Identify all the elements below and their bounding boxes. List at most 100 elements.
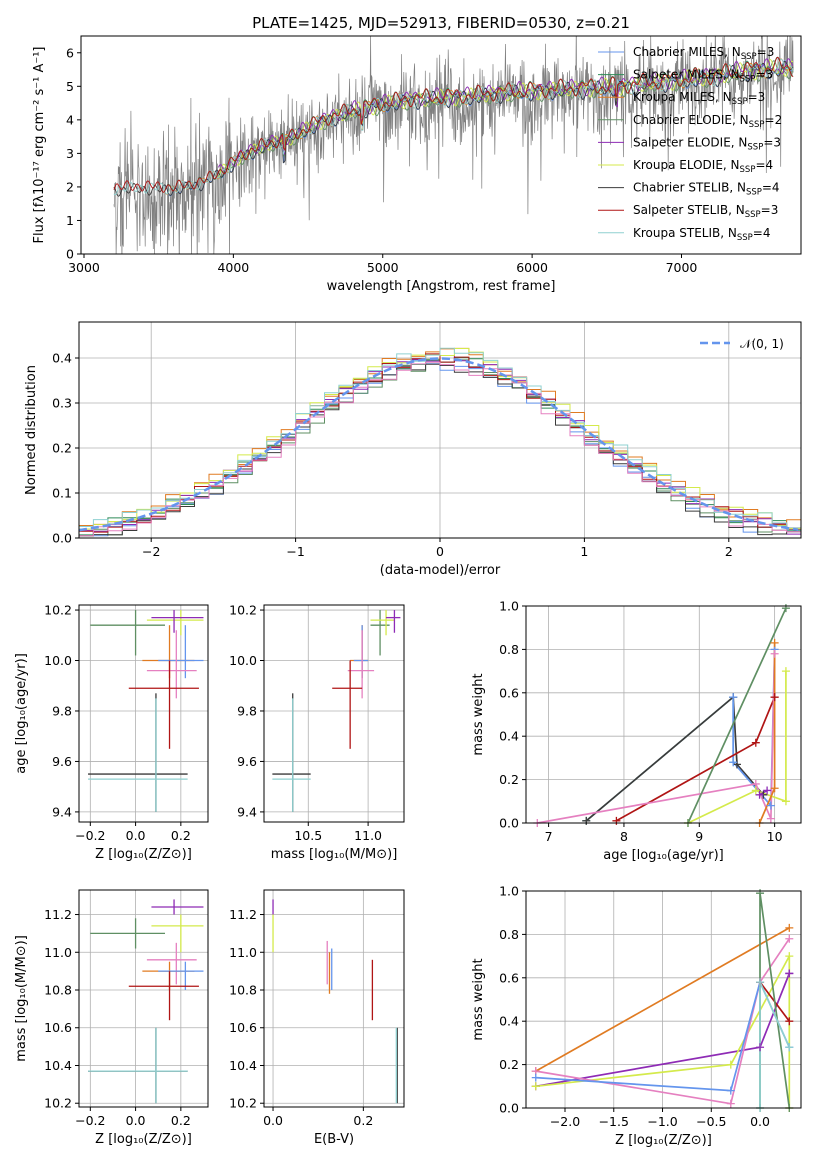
weight_vs_z-ytick-label: 0.2 (499, 1057, 519, 1072)
legend-entry-sub: SSP (737, 233, 753, 243)
weight-marker-chabrier_miles (729, 693, 738, 702)
weight_vs_age-xtick-label: 8 (620, 829, 628, 844)
legend-entry-name: Salpeter ELODIE, N (633, 135, 747, 149)
weight-marker-kroupa_elodie (785, 952, 794, 961)
legend-entry-name: Kroupa MILES, N (633, 90, 732, 104)
mass_vs_z-frame (78, 889, 209, 1108)
weight_vs_z-xtick-label: −1.0 (647, 1114, 677, 1129)
age_vs_z-ylabel: age [log₁₀(age/yr)] (14, 653, 29, 774)
weight_vs_z-xtick-label: −0.5 (696, 1114, 726, 1129)
weight-marker-kroupa_elodie (781, 797, 790, 806)
weight-marker-chabrier_miles (729, 758, 738, 767)
weight-marker-salpeter_stelib (751, 738, 760, 747)
weight-line-chabrier_miles (732, 649, 776, 808)
residuals-ytick-label: 0.4 (52, 351, 72, 366)
residuals-xtick-label: −2 (142, 544, 160, 559)
legend-entry: Chabrier ELODIE, NSSP=2 (633, 113, 782, 130)
residuals-xtick-label: −1 (286, 544, 304, 559)
spectrum-model-salpeter_stelib (113, 56, 794, 193)
mass_vs_ebv-axes: 0.0 0.2 10.2 10.4 10.6 10.8 11.0 11.2 E(B-V) (229, 889, 405, 1147)
mass_vs_z-ytick-label: 10.4 (44, 1058, 72, 1073)
mass_vs_z-xtick-label: 0.2 (171, 1113, 191, 1128)
weight-marker-kroupa_elodie (726, 1060, 735, 1069)
gaussian-legend-label: 𝒩(0, 1) (740, 337, 784, 351)
residuals-ytick-label: 0.1 (52, 486, 72, 501)
age_vs_z-xtick-label: 0.0 (126, 828, 146, 843)
weight-marker-chabrier_miles (726, 1086, 735, 1095)
age_vs_mass-axes: 10.5 11.0 9.4 9.6 9.8 10.0 10.2 mass [log₁₀(M/M… (229, 603, 405, 862)
residuals-ytick-label: 0.3 (52, 396, 72, 411)
weight_vs_age-frame (525, 605, 802, 824)
mass_vs_ebv-xlabel: E(B-V) (314, 1132, 354, 1147)
weight_vs_z-ytick-label: 1.0 (499, 884, 519, 899)
age_vs_z-ytick-label: 10.2 (44, 603, 72, 618)
legend-entry-sub: SSP (741, 52, 757, 62)
weight-marker-kroupa_miles (770, 638, 779, 647)
weight-marker-pink (726, 1099, 735, 1108)
mass_vs_ebv-frame (263, 889, 405, 1108)
weight-line-kroupa_miles (535, 927, 790, 1072)
weight-marker-pink (766, 814, 775, 823)
residuals-axes: −2 −1 0 1 2 0.0 0.1 0.2 0.3 0.4 (data-model)/error… (24, 321, 802, 578)
weight-marker-salpeter_elodie (785, 969, 794, 978)
age_vs_mass-xlabel: mass [log₁₀(M/M⊙)] (271, 847, 398, 862)
mass_vs_z-xtick-label: −0.2 (75, 1113, 105, 1128)
residuals-ytick-label: 0.2 (52, 441, 72, 456)
age_vs_z-frame (78, 604, 209, 823)
residuals-frame (78, 321, 802, 539)
weight_vs_z-ylabel: mass weight (471, 958, 486, 1040)
age_vs_mass-frame (263, 604, 405, 823)
mass_vs_ebv-ytick-label: 10.6 (229, 1020, 257, 1035)
weight-marker-kroupa_stelib (756, 978, 765, 987)
weight_vs_age-xtick-label: 10 (767, 829, 783, 844)
age_vs_mass-ytick-label: 9.4 (237, 804, 257, 819)
weight_vs_age-plot-area (537, 607, 787, 823)
weight_vs_age-ylabel: mass weight (471, 673, 486, 755)
weight-marker-salpeter_stelib (785, 1017, 794, 1026)
age_vs_mass-ytick-label: 9.6 (237, 754, 257, 769)
legend-entry-sub: SSP (746, 188, 762, 198)
weight-line-salpeter_stelib (615, 696, 776, 822)
age_vs_mass-xtick-label: 11.0 (354, 828, 382, 843)
weight_vs_z-ytick-label: 0.8 (499, 927, 519, 942)
mass_vs_ebv-plot-area (272, 899, 398, 1104)
weight_vs_age-xtick-label: 9 (695, 829, 703, 844)
age_vs_z-ytick-label: 9.4 (52, 804, 72, 819)
weight_vs_z-ytick-label: 0.4 (499, 1014, 519, 1029)
spectrum-plot-area (113, 36, 794, 254)
spectrum-ytick-label: 0 (66, 247, 74, 262)
weight_vs_z-frame (525, 890, 802, 1109)
weight-marker-chabrier_elodie (756, 889, 765, 898)
legend-entry-suffix: =3 (763, 135, 781, 149)
spectrum-ytick-label: 1 (66, 213, 74, 228)
residuals-xtick-label: 2 (725, 544, 733, 559)
spectrum-ylabel: Flux [fλ10⁻¹⁷ erg cm⁻² s⁻¹ A⁻¹] (32, 47, 47, 244)
weight_vs_age-xlabel: age [log₁₀(age/yr)] (603, 848, 724, 863)
legend-entry-sub: SSP (747, 142, 763, 152)
residuals-xlabel: (data-model)/error (380, 563, 501, 578)
age_vs_mass-ytick-label: 10.0 (229, 653, 257, 668)
weight_vs_z-xtick-label: −2.0 (550, 1114, 580, 1129)
spectrum-ytick-label: 3 (66, 146, 74, 161)
weight_vs_age-ytick-label: 0.0 (499, 816, 519, 831)
legend-entry-sub: SSP (745, 210, 761, 220)
legend-entry-name: Chabrier ELODIE, N (633, 113, 749, 127)
weight_vs_age-ytick-label: 0.6 (499, 685, 519, 700)
legend-entry-name: Kroupa STELIB, N (633, 226, 737, 240)
spectrum-xtick-label: 5000 (367, 260, 399, 275)
spectrum-ytick-label: 4 (66, 112, 74, 127)
weight_vs_z-xtick-label: −1.5 (599, 1114, 629, 1129)
weight_vs_z-ytick-label: 0.0 (499, 1101, 519, 1116)
mass_vs_ebv-ytick-label: 11.2 (229, 907, 257, 922)
legend-entry-suffix: =3 (748, 90, 766, 104)
residuals-ytick-label: 0.0 (52, 531, 72, 546)
age_vs_mass-ytick-label: 9.8 (237, 703, 257, 718)
legend-entry: Kroupa MILES, NSSP=3 (633, 90, 765, 107)
weight_vs_age-ytick-label: 0.8 (499, 642, 519, 657)
weight-marker-pink (770, 649, 779, 658)
legend-entry: Kroupa STELIB, NSSP=4 (633, 226, 771, 243)
legend-entry-sub: SSP (732, 97, 748, 107)
weight_vs_z-ytick-label: 0.6 (499, 970, 519, 985)
